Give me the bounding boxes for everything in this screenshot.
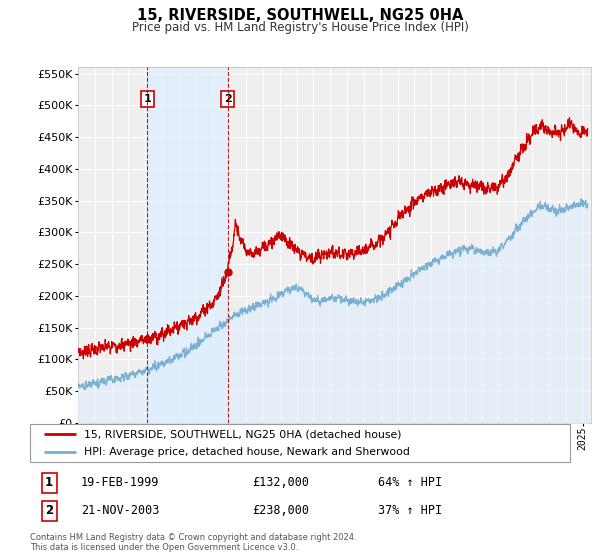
Text: 15, RIVERSIDE, SOUTHWELL, NG25 0HA: 15, RIVERSIDE, SOUTHWELL, NG25 0HA — [137, 8, 463, 24]
Text: 2: 2 — [45, 504, 53, 517]
Text: £238,000: £238,000 — [252, 504, 309, 517]
Text: 19-FEB-1999: 19-FEB-1999 — [81, 476, 160, 489]
Text: 1: 1 — [45, 476, 53, 489]
Text: 15, RIVERSIDE, SOUTHWELL, NG25 0HA (detached house): 15, RIVERSIDE, SOUTHWELL, NG25 0HA (deta… — [84, 429, 401, 439]
Text: HPI: Average price, detached house, Newark and Sherwood: HPI: Average price, detached house, Newa… — [84, 447, 410, 457]
Text: £132,000: £132,000 — [252, 476, 309, 489]
Text: This data is licensed under the Open Government Licence v3.0.: This data is licensed under the Open Gov… — [30, 543, 298, 552]
Text: 37% ↑ HPI: 37% ↑ HPI — [378, 504, 442, 517]
Bar — [148, 67, 227, 423]
Text: Contains HM Land Registry data © Crown copyright and database right 2024.: Contains HM Land Registry data © Crown c… — [30, 533, 356, 542]
Text: 21-NOV-2003: 21-NOV-2003 — [81, 504, 160, 517]
Text: 2: 2 — [224, 94, 232, 104]
Text: 1: 1 — [143, 94, 151, 104]
Text: 64% ↑ HPI: 64% ↑ HPI — [378, 476, 442, 489]
Text: Price paid vs. HM Land Registry's House Price Index (HPI): Price paid vs. HM Land Registry's House … — [131, 21, 469, 34]
